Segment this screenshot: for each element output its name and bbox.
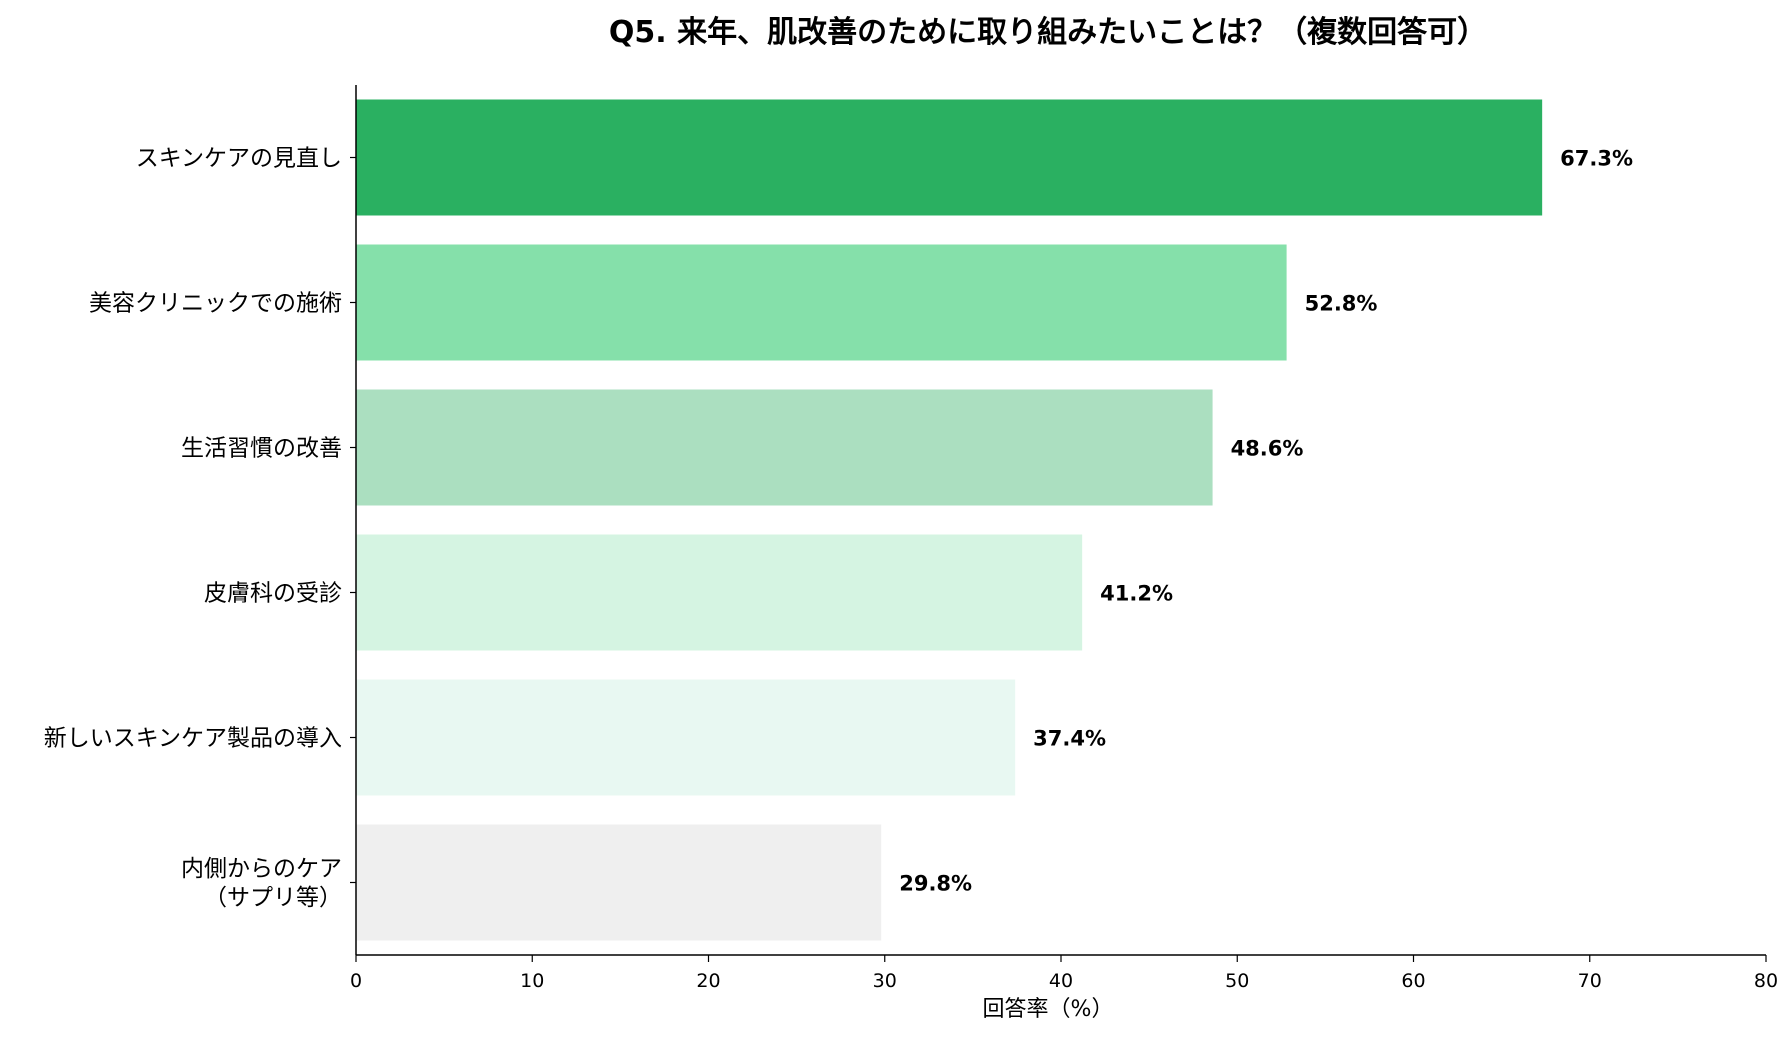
- value-label-0: 67.3%: [1560, 147, 1633, 171]
- x-axis-title: 回答率（%）: [983, 997, 1114, 1022]
- bar-4: [356, 679, 1016, 796]
- chart-title: Q5. 来年、肌改善のために取り組みたいことは？（複数回答可）: [609, 15, 1487, 50]
- x-tick-label-3: 30: [873, 970, 897, 992]
- x-tick-label-6: 60: [1401, 970, 1425, 992]
- bar-0: [356, 99, 1543, 216]
- value-label-5: 29.8%: [899, 872, 972, 896]
- bar-2: [356, 389, 1213, 506]
- value-label-3: 41.2%: [1100, 582, 1173, 606]
- category-label-line: 生活習慣の改善: [181, 436, 342, 462]
- value-label-2: 48.6%: [1231, 437, 1304, 461]
- category-label-line: 美容クリニックでの施術: [89, 291, 342, 317]
- value-label-1: 52.8%: [1305, 292, 1378, 316]
- category-label-2: 生活習慣の改善: [181, 436, 342, 462]
- value-label-4: 37.4%: [1033, 727, 1106, 751]
- bar-5: [356, 824, 882, 941]
- x-tick-label-5: 50: [1225, 970, 1249, 992]
- x-tick-label-1: 10: [520, 970, 544, 992]
- category-label-line: （サプリ等）: [204, 885, 342, 911]
- bar-1: [356, 244, 1287, 361]
- category-label-line: 皮膚科の受診: [204, 581, 342, 607]
- category-label-3: 皮膚科の受診: [204, 581, 342, 607]
- category-label-0: スキンケアの見直し: [136, 146, 342, 172]
- category-label-line: スキンケアの見直し: [136, 146, 342, 172]
- category-label-4: 新しいスキンケア製品の導入: [44, 726, 342, 752]
- category-label-1: 美容クリニックでの施術: [89, 291, 342, 317]
- x-tick-label-2: 20: [696, 970, 720, 992]
- category-label-5: 内側からのケア （サプリ等）: [181, 856, 342, 911]
- x-tick-label-4: 40: [1049, 970, 1073, 992]
- bar-3: [356, 534, 1083, 651]
- category-label-line: 新しいスキンケア製品の導入: [44, 726, 342, 752]
- x-tick-label-0: 0: [350, 970, 362, 992]
- category-label-line: 内側からのケア: [181, 856, 342, 882]
- x-tick-label-7: 70: [1578, 970, 1602, 992]
- x-tick-label-8: 80: [1754, 970, 1778, 992]
